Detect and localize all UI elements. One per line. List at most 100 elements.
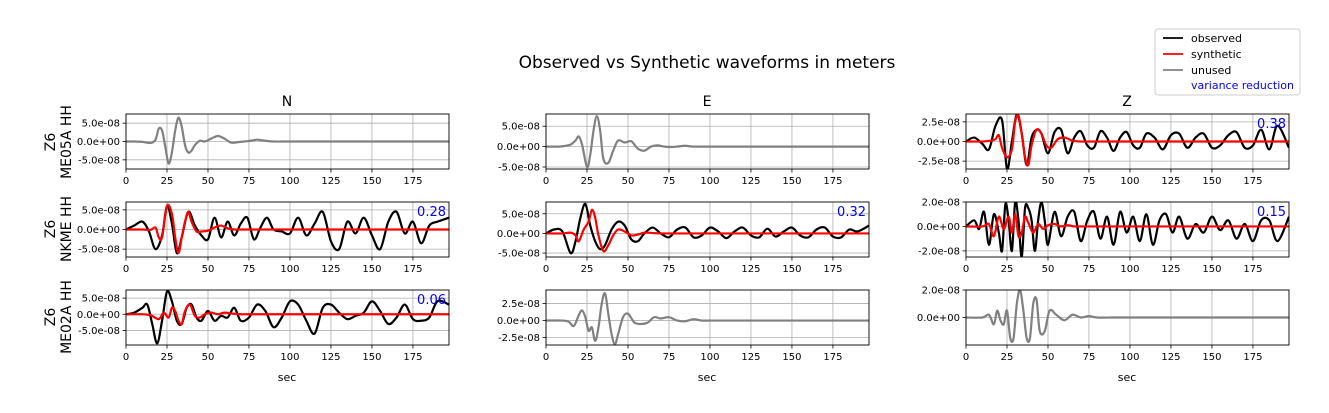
panel-r0-e-xtick-label-7: 175	[823, 176, 842, 187]
panel-r2-z-series-unused	[966, 290, 1289, 344]
panel-r1-e-xtick-label-4: 100	[700, 264, 719, 275]
panel-r2-e-xtick-label-1: 25	[581, 352, 594, 363]
panel-r2-n-ytick-label-2: -5.0e-08	[78, 326, 120, 337]
legend-observed-label: observed	[1191, 32, 1242, 45]
panel-r0-e-xtick-label-1: 25	[581, 176, 594, 187]
panel-r1-e-frame	[545, 201, 870, 258]
panel-r2-z-xtick-label-0: 0	[963, 352, 969, 363]
panel-r1-n-series-synthetic	[126, 203, 449, 255]
panel-r2-n-xtick-label-5: 125	[321, 352, 340, 363]
panel-r2-e-ytick-label-2: -2.5e-08	[498, 333, 540, 344]
panel-r2-e-frame	[545, 289, 870, 346]
panel-r2-n-xtick-label-6: 150	[362, 352, 381, 363]
panel-r2-z-series-group	[966, 290, 1289, 344]
panel-r0-n-frame	[125, 113, 450, 170]
panel-r2-n-ytick-label-1: 0.0e+00	[77, 310, 120, 321]
panel-r0-n-xtick-label-4: 100	[280, 176, 299, 187]
panel-r1-e: 0 25 50 75 100 125 150 175 5.0e-08 0.0e+00 -5.0e-0…	[497, 201, 870, 275]
panel-r0-z-xtick-label-3: 75	[1083, 176, 1096, 187]
panel-r1-e-xtick-label-7: 175	[823, 264, 842, 275]
panel-r1-n-xtick-label-0: 0	[123, 264, 129, 275]
panel-r0-z-xtick-label-1: 25	[1001, 176, 1014, 187]
panel-r2-n-xtick-label-0: 0	[123, 352, 129, 363]
panel-r0-e-ytick-label-1: 0.0e+00	[497, 142, 540, 153]
panel-r1-n-xtick-label-3: 75	[243, 264, 256, 275]
panel-r2-e-xtick-label-4: 100	[700, 352, 719, 363]
panel-r1-n-xtick-label-4: 100	[280, 264, 299, 275]
panel-r2-e-xtick-label-2: 50	[622, 352, 635, 363]
panel-r2-e-xtick-label-6: 150	[782, 352, 801, 363]
panel-r1-e-ytick-label-0: 5.0e-08	[502, 209, 540, 220]
panel-r0-z-ytick-label-1: 0.0e+00	[917, 137, 960, 148]
panel-r0-z: 0 25 50 75 100 125 150 175 2.5e-08 0.0e+00 -2.5e-0…	[917, 113, 1290, 187]
panel-r2-n-series-observed	[126, 290, 449, 345]
panel-r2-n-xtick-label-1: 25	[161, 352, 174, 363]
panel-r1-e-xtick-label-0: 0	[543, 264, 549, 275]
panel-r1-z-frame	[965, 201, 1290, 258]
panel-r1-e-series-synthetic	[546, 208, 869, 253]
panel-r1-z-ytick-label-1: 0.0e+00	[917, 222, 960, 233]
panel-r0-z-series-group	[966, 114, 1289, 169]
panel-r2-e-xtick-label-5: 125	[741, 352, 760, 363]
panel-r2-n-xtick-label-4: 100	[280, 352, 299, 363]
panel-r0-e-xtick-label-5: 125	[741, 176, 760, 187]
legend: observed synthetic unused variance reduc…	[1154, 28, 1301, 96]
panel-r0-z-xtick-label-0: 0	[963, 176, 969, 187]
panel-r2-z-xtick-label-2: 50	[1042, 352, 1055, 363]
figure-title: Observed vs Synthetic waveforms in meter…	[519, 53, 896, 73]
panel-r0-e-xtick-label-4: 100	[700, 176, 719, 187]
panel-r2-e-ytick-label-0: 2.5e-08	[502, 299, 540, 310]
panel-r2-z-ytick-label-1: 0.0e+00	[917, 313, 960, 324]
panel-r2-n-series-group	[126, 290, 449, 345]
panel-r1-n-series-group	[126, 203, 449, 255]
panel-r0-e-xtick-label-2: 50	[622, 176, 635, 187]
panel-r0-n-ytick-label-1: 0.0e+00	[77, 137, 120, 148]
panel-r1-z-xtick-label-4: 100	[1120, 264, 1139, 275]
panel-r1-e-ytick-label-1: 0.0e+00	[497, 229, 540, 240]
panel-r0-n-xtick-label-1: 25	[161, 176, 174, 187]
panel-r1-e-xtick-label-1: 25	[581, 264, 594, 275]
panel-r1-e-ytick-label-2: -5.0e-08	[498, 249, 540, 260]
panel-r1-z-xtick-label-2: 50	[1042, 264, 1055, 275]
panel-r2-z-xtick-label-7: 175	[1243, 352, 1262, 363]
panel-r0-z-xtick-label-4: 100	[1120, 176, 1139, 187]
row-network-1: Z6	[43, 220, 59, 239]
panel-r1-z-ytick-label-2: -2.0e-08	[918, 246, 960, 257]
legend-synthetic-label: synthetic	[1191, 48, 1242, 61]
panel-r1-n-ytick-label-1: 0.0e+00	[77, 225, 120, 236]
panel-r1-z-xtick-label-7: 175	[1243, 264, 1262, 275]
panel-r0-n-xtick-label-5: 125	[321, 176, 340, 187]
legend-unused-label: unused	[1191, 64, 1231, 77]
legend-box	[1154, 28, 1301, 96]
panel-r0-n-series-group	[126, 116, 449, 165]
panel-r1-e-xtick-label-3: 75	[663, 264, 676, 275]
panel-r2-e-series-group	[546, 292, 869, 345]
panel-r0-e-ytick-label-0: 5.0e-08	[502, 122, 540, 133]
panel-r1-z: 0 25 50 75 100 125 150 175 2.0e-08 0.0e+00 -2.0e-0…	[917, 198, 1290, 275]
panel-r2-z-xtick-label-6: 150	[1202, 352, 1221, 363]
panel-r0-e-xtick-label-0: 0	[543, 176, 549, 187]
panel-r2-z-xtick-label-3: 75	[1083, 352, 1096, 363]
panel-r2-z-xtick-label-4: 100	[1120, 352, 1139, 363]
panel-r1-e-xtick-label-2: 50	[622, 264, 635, 275]
column-title-n: N	[282, 94, 292, 110]
panel-r0-z-xtick-label-2: 50	[1042, 176, 1055, 187]
panel-r2-n-xtick-label-3: 75	[243, 352, 256, 363]
row-network-2: Z6	[43, 308, 59, 327]
panel-r1-n-variance-reduction: 0.28	[417, 205, 446, 220]
panel-r0-n-ytick-label-0: 5.0e-08	[82, 119, 120, 130]
panel-r2-z: 0 25 50 75 100 125 150 175 2.0e-08 0.0e+00	[917, 286, 1290, 363]
panel-r1-z-xtick-label-6: 150	[1202, 264, 1221, 275]
panel-r1-n-ytick-label-0: 5.0e-08	[82, 205, 120, 216]
panel-r1-n-xtick-label-2: 50	[202, 264, 215, 275]
panel-r2-n: 0 25 50 75 100 125 150 175 5.0e-08 0.0e+00 -5.0e-0…	[77, 289, 450, 363]
panel-r0-e-xtick-label-3: 75	[663, 176, 676, 187]
panel-r2-n-frame	[125, 289, 450, 346]
panel-r2-n-xtick-label-7: 175	[403, 352, 422, 363]
panel-r1-e-variance-reduction: 0.32	[837, 205, 866, 220]
panel-r2-n-ytick-label-0: 5.0e-08	[82, 294, 120, 305]
panel-r2-z-ytick-label-0: 2.0e-08	[922, 286, 960, 297]
panel-r0-z-ytick-label-2: -2.5e-08	[918, 157, 960, 168]
panel-r2-z-frame	[965, 289, 1290, 346]
panels: 0 25 50 75 100 125 150 175 5.0e-08 0.0e+00 -5.0e-0…	[77, 113, 1290, 363]
